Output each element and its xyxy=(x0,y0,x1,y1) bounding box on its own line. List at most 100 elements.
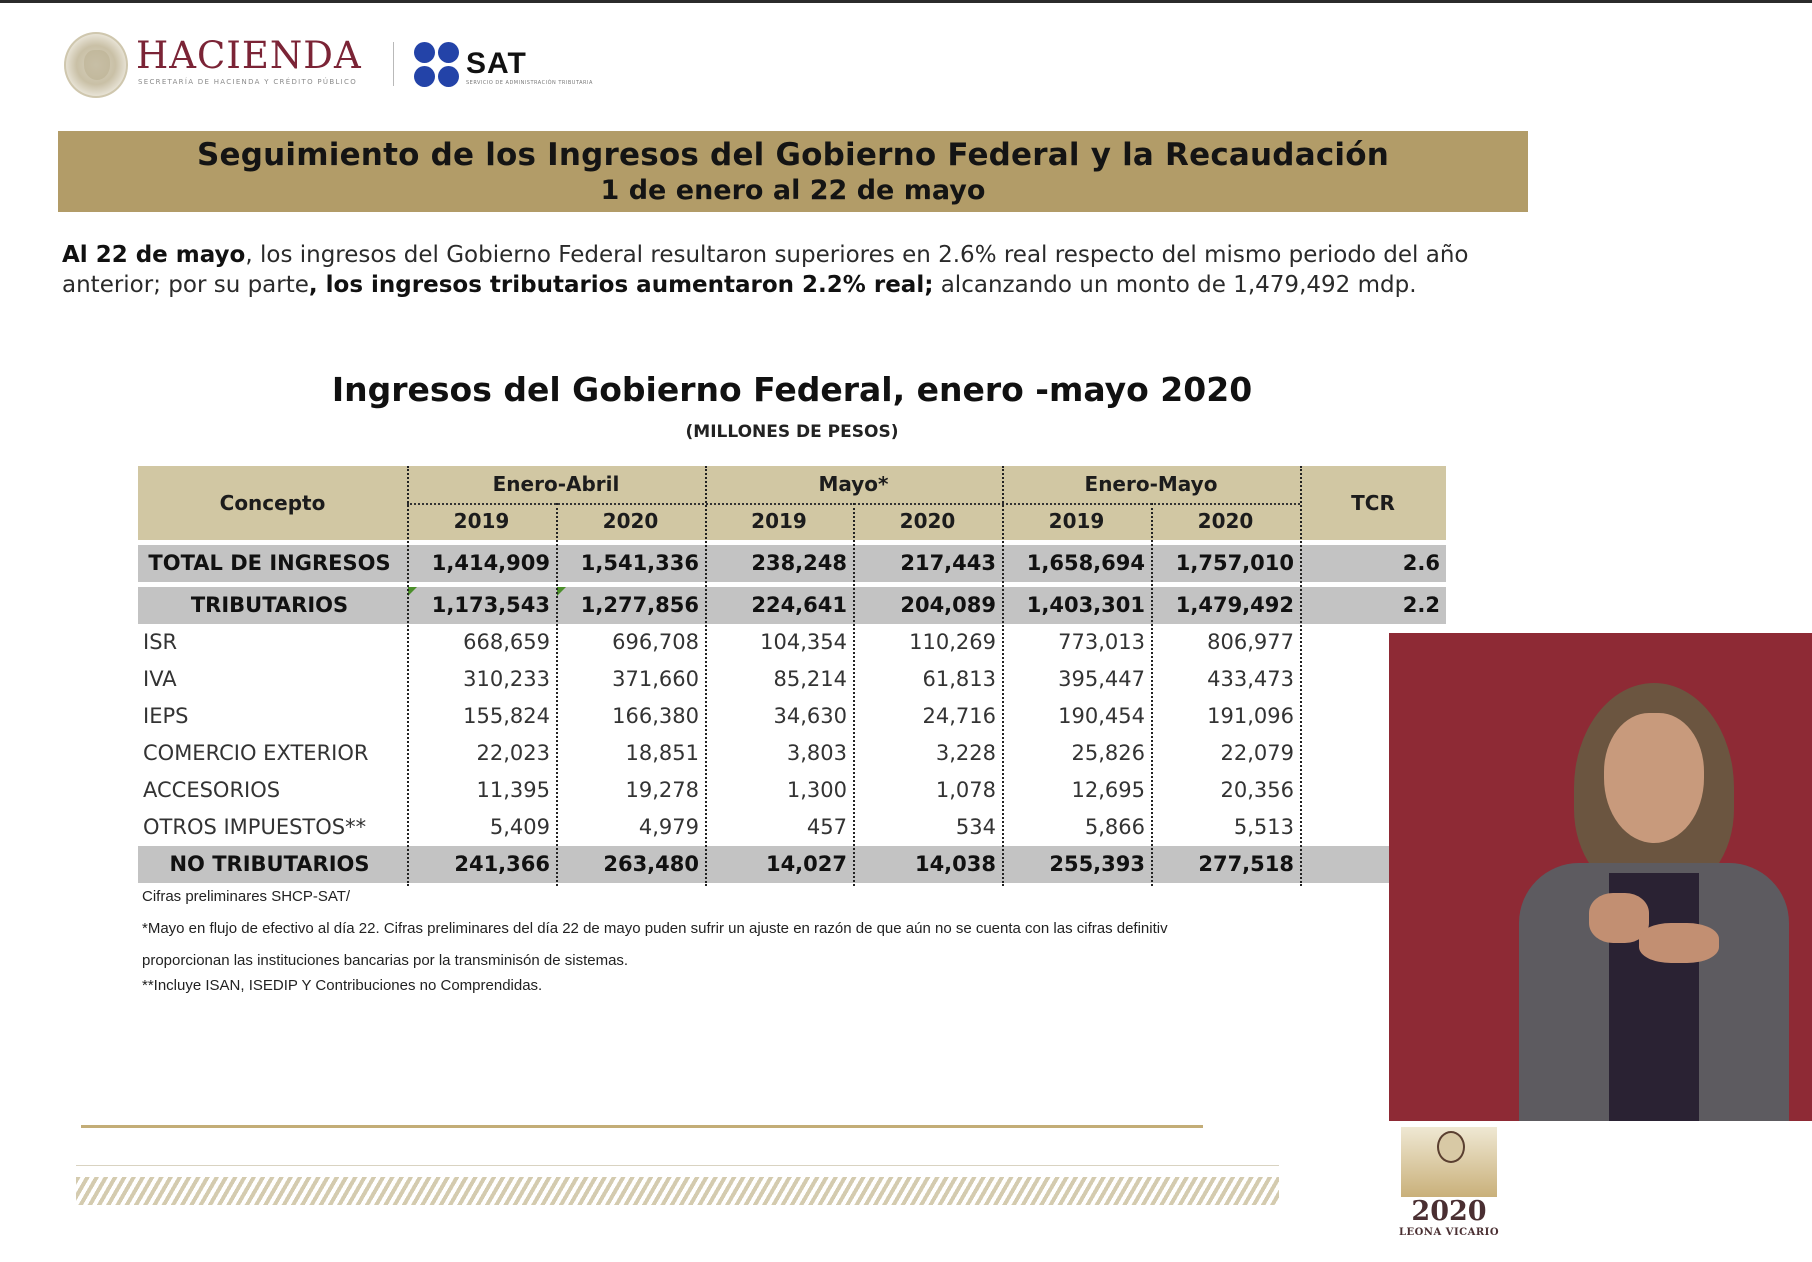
cell-value: 371,660 xyxy=(612,667,699,691)
intro-text-2: alcanzando un monto de 1,479,492 mdp. xyxy=(933,272,1417,298)
footnote-source: Cifras preliminares SHCP-SAT/ xyxy=(142,888,351,905)
sat-logo: SAT xyxy=(466,47,527,80)
hacienda-subtitle: SECRETARÍA DE HACIENDA Y CRÉDITO PÚBLICO xyxy=(138,78,358,86)
header-year: 2019 xyxy=(1048,509,1105,533)
cell-value: 5,409 xyxy=(489,815,550,839)
footnote-mayo-cont: proporcionan las instituciones bancarias… xyxy=(142,952,629,969)
thin-divider xyxy=(76,1165,1279,1166)
table-row-no-tributarios: NO TRIBUTARIOS 241,366 263,480 14,027 14… xyxy=(138,846,1390,883)
cell-value: 104,354 xyxy=(760,630,847,654)
coat-of-arms-icon xyxy=(64,32,128,98)
leona-year: 2020 xyxy=(1411,1196,1487,1227)
hacienda-logo: HACIENDA xyxy=(136,34,362,77)
intro-bold-tributarios: , los ingresos tributarios aumentaron 2.… xyxy=(308,272,934,298)
row-label: IEPS xyxy=(143,704,189,728)
cell-value: 11,395 xyxy=(476,778,550,802)
cell-value: 20,356 xyxy=(1220,778,1294,802)
header-group-mayo: Mayo* xyxy=(818,472,889,496)
comment-marker-icon xyxy=(557,587,566,596)
cell-value: 5,513 xyxy=(1233,815,1294,839)
header-year: 2020 xyxy=(602,509,659,533)
cell-value: 806,977 xyxy=(1207,630,1294,654)
title-banner: Seguimiento de los Ingresos del Gobierno… xyxy=(58,131,1528,212)
row-label: ACCESORIOS xyxy=(143,778,281,802)
cell-value: 19,278 xyxy=(625,778,699,802)
header-concepto: Concepto xyxy=(219,491,326,515)
header-year: 2020 xyxy=(899,509,956,533)
cell-value: 395,447 xyxy=(1058,667,1145,691)
cell-value: 1,277,856 xyxy=(580,593,699,617)
row-label: OTROS IMPUESTOS** xyxy=(143,815,367,839)
sat-subtitle: SERVICIO DE ADMINISTRACIÓN TRIBUTARIA xyxy=(466,80,593,86)
header-tcr: TCR xyxy=(1351,491,1395,515)
cell-value: 24,716 xyxy=(922,704,996,728)
cell-value: 22,079 xyxy=(1220,741,1294,765)
cell-value: 1,173,543 xyxy=(431,593,550,617)
row-label: TOTAL DE INGRESOS xyxy=(148,551,391,575)
sign-language-video-panel xyxy=(1389,633,1812,1121)
column-divider xyxy=(853,503,855,886)
cell-value: 22,023 xyxy=(476,741,550,765)
row-label: ISR xyxy=(143,630,178,654)
cell-value: 696,708 xyxy=(612,630,699,654)
cell-value: 1,658,694 xyxy=(1026,551,1145,575)
intro-bold-date: Al 22 de mayo xyxy=(62,242,246,268)
table-title: Ingresos del Gobierno Federal, enero -ma… xyxy=(331,370,1253,409)
cell-value: 241,366 xyxy=(454,852,550,876)
row-label: NO TRIBUTARIOS xyxy=(169,852,370,876)
leona-vicario-portrait-icon xyxy=(1401,1127,1497,1197)
gold-divider xyxy=(81,1125,1203,1128)
banner-title: Seguimiento de los Ingresos del Gobierno… xyxy=(197,137,1389,173)
table-row-iva: IVA 310,233 371,660 85,214 61,813 395,44… xyxy=(138,661,1446,698)
column-divider xyxy=(407,466,409,886)
cell-value: 61,813 xyxy=(922,667,996,691)
column-divider xyxy=(705,466,707,886)
income-table: Concepto Enero-Abril Mayo* Enero-Mayo 20… xyxy=(138,466,1446,886)
intro-text-1: , los ingresos del Gobierno Federal resu… xyxy=(62,242,1469,298)
intro-paragraph: Al 22 de mayo, los ingresos del Gobierno… xyxy=(62,240,1542,300)
table-header: Concepto Enero-Abril Mayo* Enero-Mayo 20… xyxy=(138,466,1446,540)
cell-value: 668,659 xyxy=(463,630,550,654)
cell-value: 277,518 xyxy=(1198,852,1294,876)
cell-value: 1,541,336 xyxy=(580,551,699,575)
cell-value: 12,695 xyxy=(1071,778,1145,802)
cell-value: 1,757,010 xyxy=(1175,551,1294,575)
cell-value: 1,403,301 xyxy=(1026,593,1145,617)
cell-value: 14,027 xyxy=(765,852,847,876)
cell-value: 4,979 xyxy=(638,815,699,839)
table-row-accesorios: ACCESORIOS 11,395 19,278 1,300 1,078 12,… xyxy=(138,772,1446,809)
cell-value: 433,473 xyxy=(1207,667,1294,691)
banner-subtitle: 1 de enero al 22 de mayo xyxy=(600,175,986,206)
column-divider xyxy=(556,503,558,886)
cell-tcr: 2.6 xyxy=(1402,551,1440,575)
cell-tcr: 2.2 xyxy=(1402,593,1440,617)
table-row-ieps: IEPS 155,824 166,380 34,630 24,716 190,4… xyxy=(138,698,1446,735)
cell-value: 1,414,909 xyxy=(431,551,550,575)
table-row-tributarios: TRIBUTARIOS 1,173,543 1,277,856 224,641 … xyxy=(138,587,1446,624)
sat-dots-icon xyxy=(414,42,460,88)
comment-marker-icon xyxy=(408,587,417,596)
cell-value: 155,824 xyxy=(463,704,550,728)
decorative-pattern-strip xyxy=(76,1177,1279,1205)
cell-value: 238,248 xyxy=(751,551,847,575)
leona-vicario-logo: 2020 LEONA VICARIO xyxy=(1393,1127,1505,1252)
cell-value: 166,380 xyxy=(612,704,699,728)
cell-value: 85,214 xyxy=(773,667,847,691)
row-label: COMERCIO EXTERIOR xyxy=(143,741,369,765)
cell-value: 34,630 xyxy=(773,704,847,728)
header-group-enero-mayo: Enero-Mayo xyxy=(1084,472,1218,496)
cell-value: 224,641 xyxy=(751,593,847,617)
interpreter-figure xyxy=(1509,673,1799,1121)
cell-value: 190,454 xyxy=(1058,704,1145,728)
cell-value: 3,228 xyxy=(935,741,996,765)
column-divider xyxy=(1002,466,1004,886)
cell-value: 1,300 xyxy=(786,778,847,802)
cell-value: 110,269 xyxy=(909,630,996,654)
row-label: IVA xyxy=(143,667,177,691)
leona-name: LEONA VICARIO xyxy=(1398,1227,1500,1238)
cell-value: 5,866 xyxy=(1084,815,1145,839)
cell-value: 14,038 xyxy=(914,852,996,876)
header-year: 2019 xyxy=(751,509,807,533)
column-divider xyxy=(1151,503,1153,886)
logo-divider xyxy=(393,42,394,86)
